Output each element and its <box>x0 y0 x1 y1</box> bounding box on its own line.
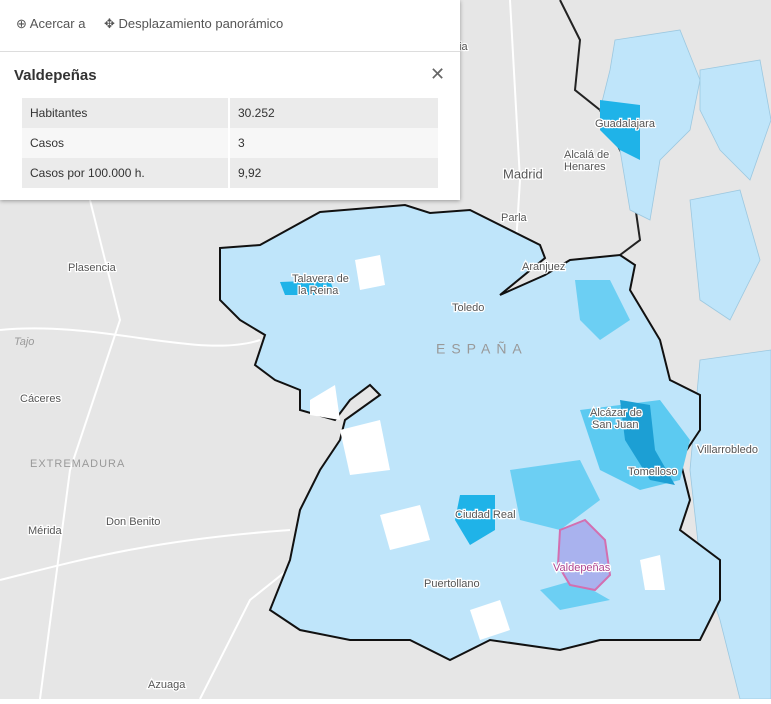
map-label: Aranjuez <box>522 261 565 273</box>
action-label: Desplazamiento panorámico <box>118 16 284 31</box>
map-label: Valdepeñas <box>553 562 611 574</box>
value: 3 <box>229 128 438 158</box>
attribute-table: Habitantes 30.252 Casos 3 Casos por 100.00… <box>22 98 438 188</box>
map-label: EXTREMADURA <box>30 458 125 470</box>
map-label: Alcázar de <box>590 407 642 419</box>
field: Habitantes <box>22 98 230 128</box>
field: Casos <box>22 128 230 158</box>
map-label: Madrid <box>503 166 543 181</box>
map-label: Guadalajara <box>595 118 656 130</box>
close-button[interactable]: ✕ <box>430 64 446 84</box>
map-label: Tomelloso <box>628 466 678 478</box>
map-label: Azuaga <box>148 679 186 691</box>
map-label: San Juan <box>592 419 638 431</box>
pan-to[interactable]: ✥ Desplazamiento panorámico <box>104 16 284 31</box>
map-label: Don Benito <box>106 516 160 528</box>
map-label: Ciudad Real <box>455 509 516 521</box>
cases-high <box>280 100 690 610</box>
map-label: Plasencia <box>68 262 117 274</box>
map-label: Villarrobledo <box>697 444 758 456</box>
map-label: Cáceres <box>20 393 61 405</box>
map-label: Parla <box>501 212 528 224</box>
popup-title: Valdepeñas <box>14 67 97 84</box>
action-label: Acercar a <box>29 16 86 31</box>
value: 9,92 <box>229 158 438 188</box>
separator <box>0 51 460 52</box>
popup: ⊕ Acercar a ✥ Desplazamiento panorámico … <box>0 0 460 200</box>
map-label: Mérida <box>28 525 63 537</box>
selected-area <box>556 518 612 592</box>
value: 30.252 <box>229 98 438 128</box>
no-data <box>310 255 665 640</box>
map-label: ia <box>459 41 468 53</box>
map-label: ESPAÑA <box>436 341 528 357</box>
map-label: Puertollano <box>424 578 480 590</box>
roads <box>0 0 522 700</box>
field: Casos por 100.000 h. <box>22 158 230 188</box>
zoom-to[interactable]: ⊕ Acercar a <box>16 16 86 31</box>
map-label: Tajo <box>14 336 34 348</box>
blue-areas <box>599 29 771 700</box>
map-label: Toledo <box>452 302 484 314</box>
map-label: Henares <box>564 161 606 173</box>
map-label: la Reina <box>298 285 339 297</box>
map-label: Alcalá de <box>564 149 609 161</box>
map-label: Talavera de <box>292 273 349 285</box>
